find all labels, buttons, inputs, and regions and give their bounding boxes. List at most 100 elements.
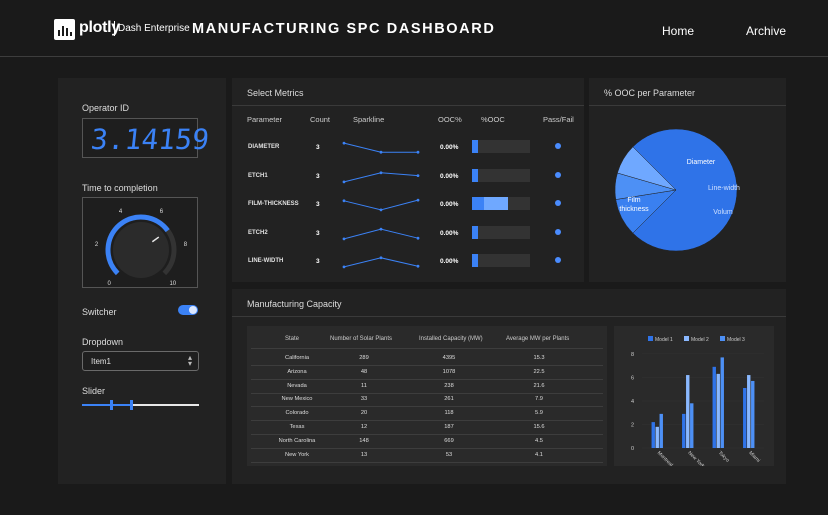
table-cell: Colorado [285,410,309,417]
ooc-bar-fill [472,140,478,153]
sparkline-point [416,236,420,240]
sparkline-point [379,227,383,230]
nav-archive[interactable]: Archive [746,24,787,38]
plotly-logo-icon[interactable] [54,19,75,40]
table-cell: 15.3 [533,355,545,361]
table-cell: 15.6 [533,424,545,430]
x-tick-label: Tokyo [717,450,731,464]
bar-mark[interactable] [690,403,694,448]
table-cell: 53 [445,451,453,458]
slider-handle-low[interactable] [110,400,114,410]
table-row-divider [251,365,603,366]
ooc-pie-chart: Film thickness Diameter Line-width Volum [614,128,740,252]
pie-slice[interactable] [632,128,738,252]
table-cell: 669 [444,437,454,444]
dropdown-label: Dropdown [82,337,124,347]
operator-id-value: 3.14159 [89,123,211,156]
metrics-header-sparkline: Sparkline [353,115,385,124]
panel-divider [232,105,584,106]
select-metrics-title: Select Metrics [247,88,304,98]
item-dropdown[interactable]: Item1 ▴ ▾ [82,351,199,371]
table-cell: 238 [444,382,454,389]
metric-ooc-percent: 0.00% [440,144,459,151]
operator-id-label: Operator ID [82,103,130,113]
metric-ooc-percent: 0.00% [440,229,459,237]
table-cell: North Carolina [278,437,316,444]
table-cell: 7.9 [535,396,543,403]
metric-ooc-bar [472,197,530,210]
bar-mark[interactable] [655,426,659,448]
legend-swatch [648,336,653,341]
bar-mark[interactable] [659,413,663,448]
bar-mark[interactable] [712,366,716,448]
bar-mark[interactable] [716,373,720,448]
logo-text: plotly [79,19,120,36]
sparkline-point [379,208,383,212]
metric-sparkline [342,141,420,154]
bar-mark[interactable] [747,375,751,448]
pie-title: % OOC per Parameter [604,88,696,98]
metric-ooc-percent: 0.00% [440,172,459,180]
table-row-divider [251,420,603,422]
table-cell: New Mexico [281,396,313,403]
dropdown-selected-value: Item1 [91,357,112,366]
bar-mark[interactable] [743,388,747,448]
nav-home[interactable]: Home [662,24,695,38]
logo-subtitle: Dash Enterprise [118,23,190,34]
switcher-toggle[interactable] [178,305,198,315]
sparkline-point [342,199,346,203]
ooc-bar-fill-secondary [483,197,508,210]
table-cell: 12 [360,424,368,430]
metrics-header-pass-fail: Pass/Fail [543,115,574,124]
slider-handle-high[interactable] [130,400,134,410]
table-cell: 33 [360,396,368,403]
ooc-bar-fill [472,225,478,239]
bar-mark[interactable] [651,422,655,448]
sparkline-point [416,198,420,202]
metric-sparkline [342,256,420,269]
metric-count: 3 [316,144,320,151]
table-header-divider [251,348,603,349]
bar-mark[interactable] [751,380,755,448]
sparkline-point [379,150,383,154]
sparkline-point [416,173,420,177]
operator-id-display: 3.14159 [82,118,211,158]
knob-tick-label: 6 [160,209,164,215]
table-cell: 4.5 [535,437,543,444]
slider-track[interactable] [82,404,199,406]
metric-ooc-bar [472,168,530,182]
table-cell: 48 [360,368,368,375]
y-tick-label: 4 [631,399,634,405]
table-cell: 1078 [442,368,456,375]
slider-range-fill [82,404,132,406]
knob-container: 0 2 4 6 8 10 [82,197,198,288]
bar-mark[interactable] [682,413,686,448]
ooc-bar-fill [472,254,478,267]
model-bar-chart-panel: Model 1 Model 2 Model 3 0 2 4 6 8 Montreal New Yo… [614,326,774,470]
table-row-divider [251,447,603,449]
metrics-header-ooc-bar: %OOC [481,115,505,124]
knob-tick-label: 8 [184,242,188,248]
page-title: MANUFACTURING SPC DASHBOARD [192,21,496,37]
bar-mark[interactable] [720,357,724,448]
capacity-table: State Number of Solar Plants Installed C… [247,326,607,466]
table-row-divider [251,392,603,394]
knob-face[interactable] [113,222,169,278]
sparkline-point [342,237,346,240]
pass-fail-indicator [555,200,561,206]
metric-count: 3 [316,229,320,237]
legend-label: Model 1 [655,337,673,343]
bar-mark[interactable] [686,375,690,448]
metric-name: LINE-WIDTH [248,258,284,264]
metrics-header-parameter: Parameter [247,115,283,124]
metric-name: DIAMETER [248,144,280,150]
pie-slice[interactable] [617,146,677,191]
time-knob[interactable]: 0 2 4 6 8 10 [83,198,199,289]
pie-slice-label: Diameter [687,159,716,166]
legend-label: Model 2 [691,337,709,343]
pass-fail-indicator [555,228,561,235]
table-cell: 187 [444,424,454,430]
sparkline-point [379,256,383,260]
table-row-divider [251,378,603,380]
table-cell: New York [284,451,310,458]
